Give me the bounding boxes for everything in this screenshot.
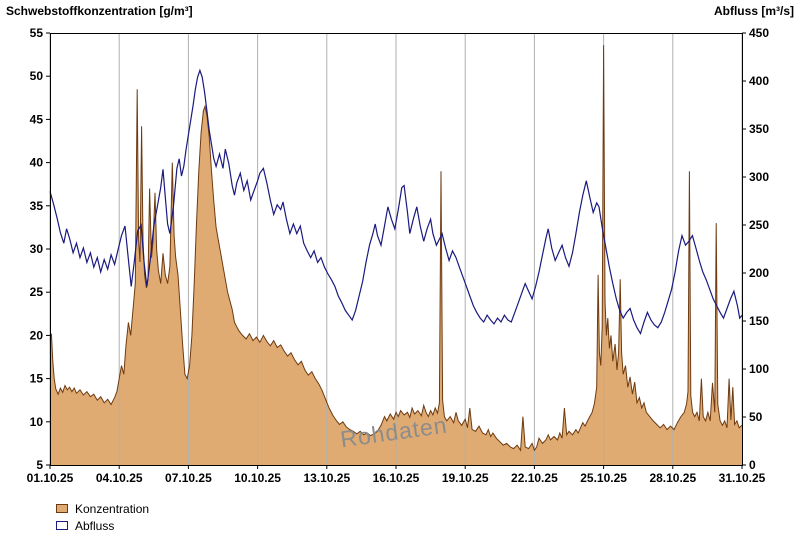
svg-text:15: 15 xyxy=(30,372,44,386)
konzentration-swatch-icon xyxy=(56,504,68,513)
legend: Konzentration Abfluss xyxy=(56,500,149,534)
legend-item-konzentration: Konzentration xyxy=(56,500,149,517)
svg-text:20: 20 xyxy=(30,328,44,342)
svg-text:13.10.25: 13.10.25 xyxy=(303,471,350,485)
svg-text:16.10.25: 16.10.25 xyxy=(373,471,420,485)
svg-text:25.10.25: 25.10.25 xyxy=(580,471,627,485)
abfluss-swatch-icon xyxy=(56,521,68,530)
svg-text:50: 50 xyxy=(749,410,763,424)
legend-label-konzentration: Konzentration xyxy=(75,501,150,516)
svg-text:300: 300 xyxy=(749,170,769,184)
svg-text:150: 150 xyxy=(749,314,769,328)
svg-text:31.10.25: 31.10.25 xyxy=(719,471,766,485)
svg-text:45: 45 xyxy=(30,112,44,126)
svg-text:250: 250 xyxy=(749,218,769,232)
svg-text:22.10.25: 22.10.25 xyxy=(511,471,558,485)
svg-text:450: 450 xyxy=(749,26,769,40)
legend-label-abfluss: Abfluss xyxy=(75,518,115,533)
svg-text:350: 350 xyxy=(749,122,769,136)
svg-text:100: 100 xyxy=(749,362,769,376)
svg-text:30: 30 xyxy=(30,242,44,256)
svg-text:55: 55 xyxy=(30,26,44,40)
svg-text:40: 40 xyxy=(30,156,44,170)
svg-text:400: 400 xyxy=(749,74,769,88)
legend-item-abfluss: Abfluss xyxy=(56,517,149,534)
svg-text:10: 10 xyxy=(30,415,44,429)
svg-text:07.10.25: 07.10.25 xyxy=(165,471,212,485)
svg-text:0: 0 xyxy=(749,458,756,472)
svg-text:01.10.25: 01.10.25 xyxy=(27,471,74,485)
svg-text:50: 50 xyxy=(30,69,44,83)
svg-text:04.10.25: 04.10.25 xyxy=(96,471,143,485)
right-axis-title: Abfluss [m³/s] xyxy=(713,4,794,18)
svg-text:200: 200 xyxy=(749,266,769,280)
svg-text:35: 35 xyxy=(30,199,44,213)
svg-text:28.10.25: 28.10.25 xyxy=(649,471,696,485)
svg-text:25: 25 xyxy=(30,285,44,299)
svg-text:5: 5 xyxy=(36,458,43,472)
left-axis-title: Schwebstoffkonzentration [g/m³] xyxy=(6,4,193,18)
svg-text:10.10.25: 10.10.25 xyxy=(234,471,281,485)
svg-text:19.10.25: 19.10.25 xyxy=(442,471,489,485)
